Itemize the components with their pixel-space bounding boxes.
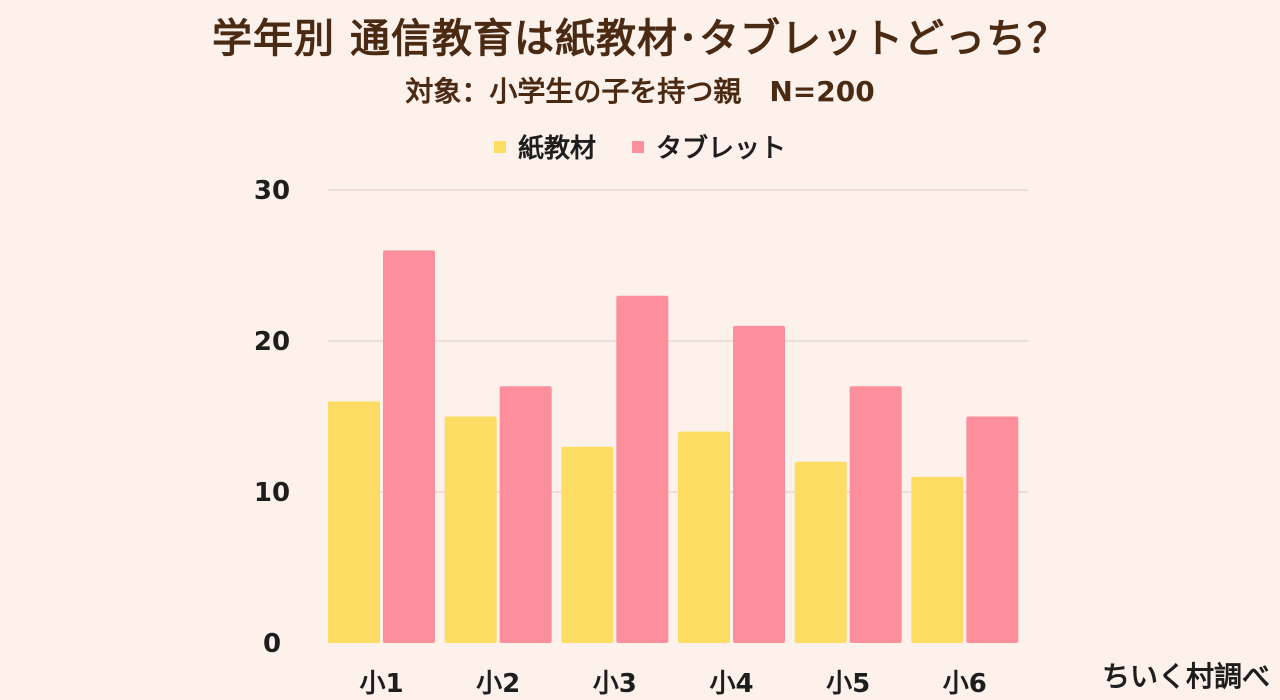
bar-paper-1 (328, 401, 380, 643)
chart-subtitle: 対象：小学生の子を持つ親 N=200 (405, 75, 875, 108)
x-category-label-3: 小3 (593, 669, 637, 699)
bar-paper-5 (794, 461, 847, 643)
legend-item-tablet: タブレット (632, 128, 786, 165)
x-category-label-2: 小2 (476, 669, 520, 699)
x-category-label-5: 小5 (826, 669, 870, 699)
bar-tablet-3 (616, 295, 669, 643)
legend-label-tablet: タブレット (656, 134, 787, 164)
bar-paper-2 (444, 416, 497, 643)
bar-paper-4 (678, 431, 730, 643)
bar-tablet-4 (733, 325, 785, 643)
bar-paper-6 (911, 476, 964, 643)
legend-item-paper: 紙教材 (493, 128, 596, 165)
bar-tablet-2 (499, 386, 552, 643)
x-category-label-6: 小6 (943, 669, 987, 699)
x-category-label-1: 小1 (359, 669, 403, 699)
y-tick-label-30: 30 (254, 176, 290, 206)
source-credit: ちいく村調べ (1101, 660, 1270, 693)
y-tick-label-20: 20 (254, 327, 290, 357)
legend-swatch-paper (493, 140, 506, 153)
bar-tablet-5 (849, 386, 902, 643)
x-category-label-4: 小4 (709, 669, 753, 699)
legend-label-paper: 紙教材 (517, 134, 596, 164)
bar-tablet-1 (383, 250, 435, 643)
y-tick-label-0: 0 (263, 629, 281, 659)
y-tick-label-10: 10 (254, 478, 290, 508)
bar-tablet-6 (966, 416, 1019, 643)
chart-title: 学年別 通信教育は紙教材･タブレットどっち？ (212, 16, 1068, 62)
bar-paper-3 (561, 446, 614, 643)
legend-swatch-tablet (632, 140, 644, 153)
legend: 紙教材 タブレット (0, 128, 1280, 165)
